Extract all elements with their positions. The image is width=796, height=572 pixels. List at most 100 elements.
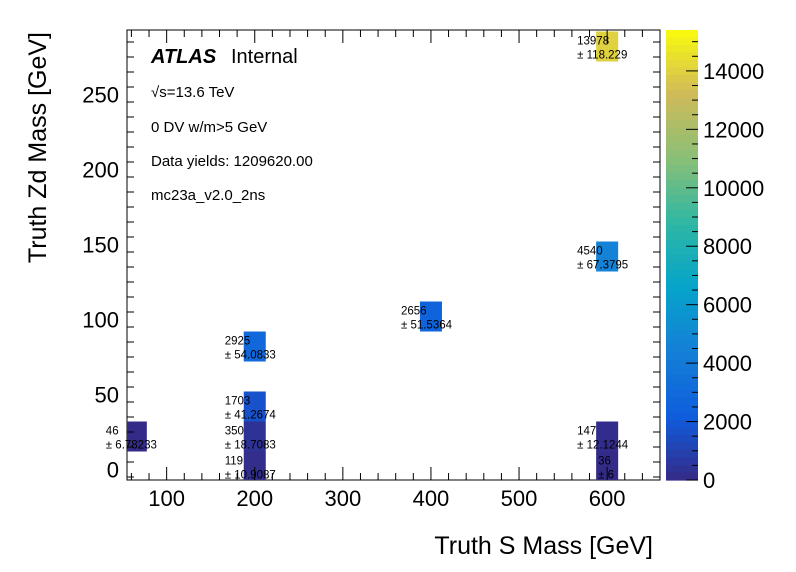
palette-band: [666, 307, 698, 316]
cell-error-label: ± 41.2674: [225, 410, 277, 422]
cell-error-label: ± 12.1244: [577, 440, 629, 452]
palette-band: [666, 472, 698, 481]
atlas-label: ATLAS: [150, 46, 217, 68]
palette-band: [666, 60, 698, 69]
palette-tick-label: 0: [703, 468, 715, 493]
palette-band: [666, 157, 698, 166]
cell-error-label: ± 118.229: [577, 50, 627, 62]
heatmap-cell: [596, 451, 619, 480]
y-tick-label: 250: [82, 83, 119, 108]
y-tick-label: 150: [82, 233, 119, 258]
palette-band: [666, 405, 698, 414]
palette-band: [666, 97, 698, 106]
cell-error-label: ± 18.7083: [225, 440, 276, 452]
palette-band: [666, 382, 698, 391]
y-tick-label: 200: [82, 158, 119, 183]
heatmap-cell: [596, 241, 619, 272]
x-axis: 100 200 300 400 500 600: [130, 30, 661, 511]
palette-tick-label: 6000: [703, 293, 752, 318]
palette-band: [666, 247, 698, 256]
palette-band: [666, 412, 698, 421]
y-tick-label: 0: [107, 458, 119, 483]
cell-value-label: 4540: [577, 246, 603, 258]
cell-value-label: 147: [577, 426, 596, 438]
palette-band: [666, 397, 698, 406]
palette-band: [666, 172, 698, 181]
palette-band: [666, 375, 698, 384]
palette-band: [666, 427, 698, 436]
cell-error-label: ± 67.3795: [577, 260, 628, 272]
cell-value-label: 2656: [401, 306, 427, 318]
palette-band: [666, 345, 698, 354]
heatmap-cell: [596, 31, 619, 62]
palette-band: [666, 225, 698, 234]
palette-band: [666, 442, 698, 451]
palette-band: [666, 52, 698, 61]
palette-band: [666, 202, 698, 211]
palette-band: [666, 262, 698, 271]
palette-band: [666, 112, 698, 121]
palette-band: [666, 330, 698, 339]
palette-band: [666, 360, 698, 369]
palette-band: [666, 90, 698, 99]
heatmap-cell: [243, 451, 266, 480]
y-axis-title: Truth Zd Mass [GeV]: [24, 32, 52, 263]
heatmap-cell: [243, 331, 266, 362]
palette-band: [666, 277, 698, 286]
x-tick-label: 400: [413, 486, 450, 511]
sqrt-s-label: √s=13.6 TeV: [151, 84, 234, 101]
x-tick-label: 100: [148, 486, 185, 511]
cell-error-label: ± 10.9087: [225, 470, 276, 482]
palette-band: [666, 255, 698, 264]
x-tick-label: 600: [589, 486, 626, 511]
palette-band: [666, 142, 698, 151]
palette-band: [666, 390, 698, 399]
cell-labels-layer: 46 ± 6.78233 119 ± 10.9087 350 ± 18.7083 1703 ±…: [106, 36, 629, 482]
palette-band: [666, 187, 698, 196]
palette-band: [666, 105, 698, 114]
cell-value-label: 350: [225, 426, 244, 438]
x-tick-label: 200: [236, 486, 273, 511]
palette-band: [666, 195, 698, 204]
palette-band: [666, 367, 698, 376]
palette-band: [666, 352, 698, 361]
palette-band: [666, 180, 698, 189]
x-tick-label: 500: [501, 486, 538, 511]
cell-error-label: ± 6.78233: [106, 440, 157, 452]
palette-band: [666, 135, 698, 144]
y-axis: 0 50 100 150 200 250: [82, 41, 660, 483]
cell-error-label: ± 54.0833: [225, 350, 276, 362]
palette-band: [666, 82, 698, 91]
palette-band: [666, 300, 698, 309]
palette-tick-label: 2000: [703, 410, 752, 435]
palette-band: [666, 217, 698, 226]
palette-band: [666, 285, 698, 294]
palette-tick-label: 8000: [703, 234, 752, 259]
palette-band: [666, 465, 698, 474]
heatmap-cell: [243, 391, 266, 422]
y-tick-label: 100: [82, 308, 119, 333]
palette-band: [666, 457, 698, 466]
palette-band: [666, 337, 698, 346]
palette-band: [666, 127, 698, 136]
cell-value-label: 119: [225, 456, 243, 468]
y-tick-label: 50: [95, 383, 119, 408]
palette-band: [666, 435, 698, 444]
palette-band: [666, 420, 698, 429]
heatmap-cell: [127, 421, 147, 452]
color-palette: [666, 30, 698, 481]
palette-band: [666, 315, 698, 324]
palette-band: [666, 450, 698, 459]
plot-frame: [126, 29, 661, 481]
heatmap-cell: [243, 421, 266, 452]
heatmap-cell: [419, 301, 442, 332]
cell-value-label: 46: [106, 426, 119, 438]
palette-band: [666, 270, 698, 279]
palette-band: [666, 322, 698, 331]
palette-tick-label: 4000: [703, 351, 752, 376]
x-axis-title: Truth S Mass [GeV]: [434, 532, 653, 560]
palette-band: [666, 120, 698, 129]
atlas-internal-label: Internal: [231, 46, 298, 68]
cell-value-label: 2925: [225, 336, 251, 348]
